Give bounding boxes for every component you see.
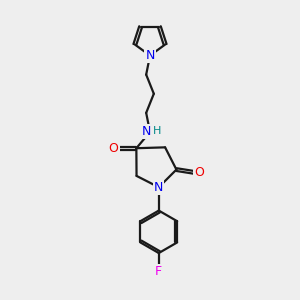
Text: N: N: [145, 49, 155, 62]
Text: H: H: [153, 126, 161, 136]
Text: F: F: [155, 265, 162, 278]
Text: O: O: [194, 166, 204, 179]
Text: O: O: [109, 142, 118, 155]
Text: N: N: [142, 125, 152, 139]
Text: N: N: [154, 181, 164, 194]
